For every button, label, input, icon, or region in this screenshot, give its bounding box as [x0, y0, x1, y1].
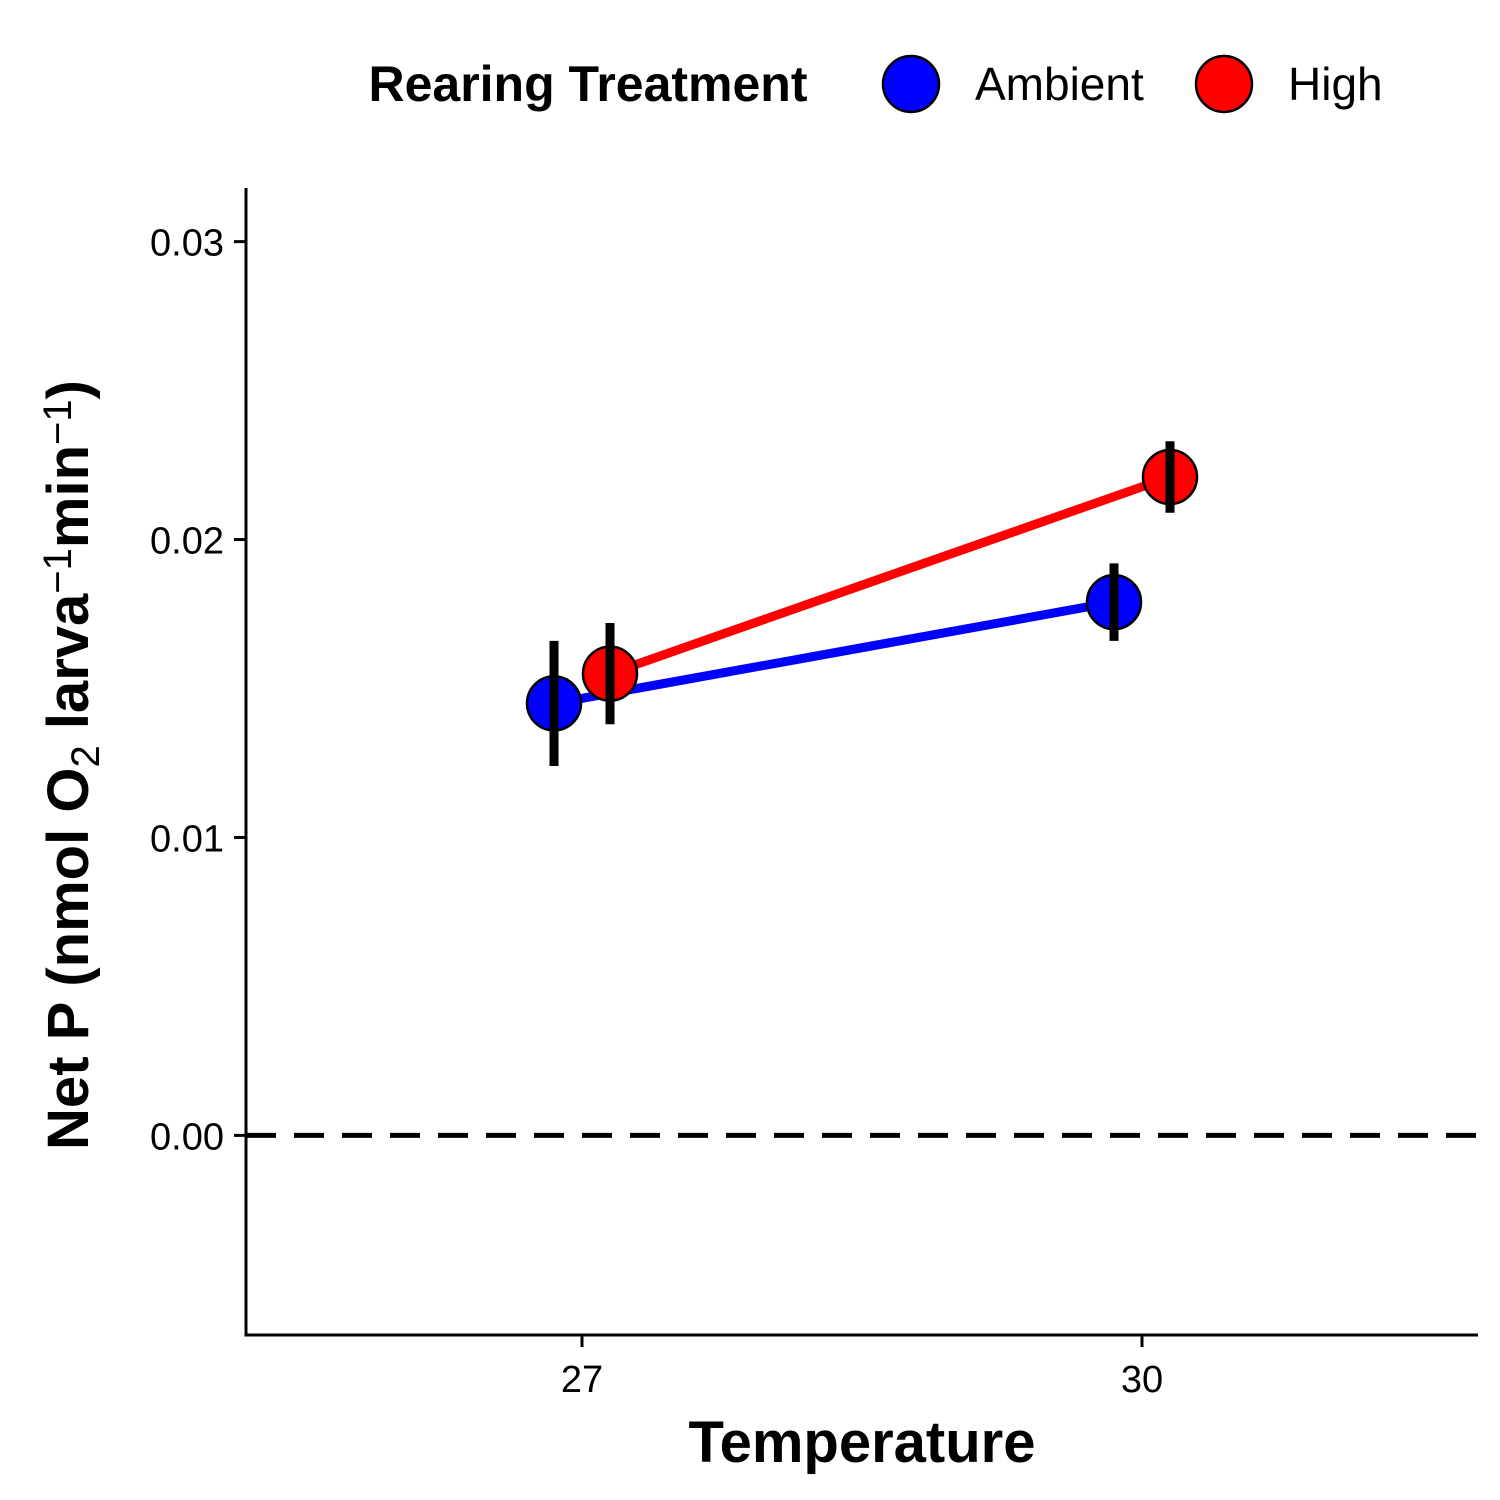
- series-line-high: [608, 472, 1172, 678]
- y-axis-title: Net P (nmol O2 larva−1min−1): [36, 380, 108, 1150]
- series-line-ambient: [553, 597, 1115, 708]
- legend: Rearing Treatment Ambient High: [368, 54, 1383, 114]
- legend-label-ambient: Ambient: [975, 58, 1144, 110]
- y-tick-label: 0.02: [150, 521, 224, 563]
- legend-title: Rearing Treatment: [368, 56, 807, 112]
- x-axis: 27 30: [244, 1333, 1478, 1401]
- y-tick-label: 0.03: [150, 223, 224, 265]
- y-axis: 0.00 0.01 0.02 0.03: [150, 188, 248, 1337]
- y-tick-label: 0.01: [150, 818, 224, 860]
- y-tick-label: 0.00: [150, 1116, 224, 1158]
- x-tick-label: 30: [1121, 1359, 1163, 1401]
- legend-label-high: High: [1288, 58, 1383, 110]
- legend-key-high: [1194, 54, 1254, 114]
- x-tick-label: 27: [561, 1359, 603, 1401]
- x-axis-title: Temperature: [688, 1410, 1035, 1475]
- plot-area: [246, 441, 1478, 1138]
- legend-key-ambient: [881, 54, 941, 114]
